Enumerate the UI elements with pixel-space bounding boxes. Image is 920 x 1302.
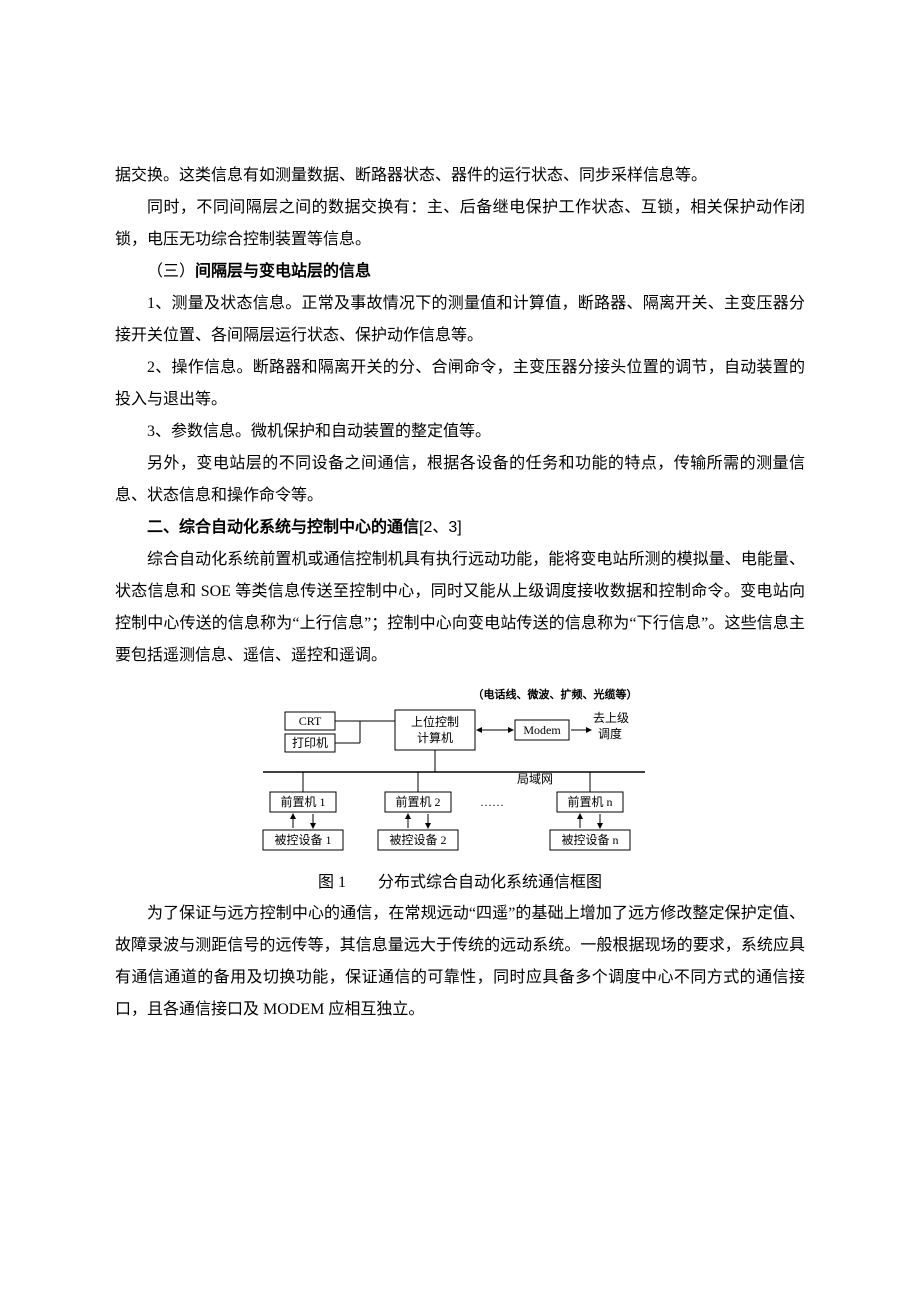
svg-text:被控设备 n: 被控设备 n bbox=[561, 833, 618, 847]
svg-text:（电话线、微波、扩频、光缆等）: （电话线、微波、扩频、光缆等） bbox=[473, 687, 638, 701]
paragraph: 综合自动化系统前置机或通信控制机具有执行远动功能，能将变电站所测的模拟量、电能量… bbox=[115, 544, 805, 672]
svg-text:被控设备 1: 被控设备 1 bbox=[274, 833, 331, 847]
heading-reference: [2、3] bbox=[419, 519, 462, 536]
figure: （电话线、微波、扩频、光缆等） CRT 打印机 上位控制计算机 Modem 前置机 1 前置… bbox=[115, 680, 805, 860]
section-heading: （三）间隔层与变电站层的信息 bbox=[115, 256, 805, 288]
paragraph: 为了保证与远方控制中心的通信，在常规远动“四遥”的基础上增加了远方修改整定保护定… bbox=[115, 898, 805, 1026]
document-page: 据交换。这类信息有如测量数据、断路器状态、器件的运行状态、同步采样信息等。 同时… bbox=[0, 0, 920, 1302]
svg-text:前置机 2: 前置机 2 bbox=[395, 794, 440, 809]
list-item: 3、参数信息。微机保护和自动装置的整定值等。 bbox=[115, 416, 805, 448]
svg-text:去上级: 去上级 bbox=[593, 711, 629, 725]
svg-text:CRT: CRT bbox=[299, 714, 322, 728]
list-item: 2、操作信息。断路器和隔离开关的分、合闸命令，主变压器分接头位置的调节，自动装置… bbox=[115, 352, 805, 416]
svg-text:计算机: 计算机 bbox=[417, 730, 453, 745]
heading-text: 间隔层与变电站层的信息 bbox=[195, 263, 371, 280]
svg-text:……: …… bbox=[480, 795, 504, 809]
paragraph: 另外，变电站层的不同设备之间通信，根据各设备的任务和功能的特点，传输所需的测量信… bbox=[115, 448, 805, 512]
svg-text:前置机 n: 前置机 n bbox=[567, 794, 612, 809]
figure-caption: 图 1 分布式综合自动化系统通信框图 bbox=[115, 868, 805, 892]
svg-text:上位控制: 上位控制 bbox=[411, 714, 459, 729]
paragraph: 同时，不同间隔层之间的数据交换有：主、后备继电保护工作状态、互锁，相关保护动作闭… bbox=[115, 192, 805, 256]
svg-text:被控设备 2: 被控设备 2 bbox=[389, 833, 446, 847]
paragraph: 据交换。这类信息有如测量数据、断路器状态、器件的运行状态、同步采样信息等。 bbox=[115, 160, 805, 192]
list-item: 1、测量及状态信息。正常及事故情况下的测量值和计算值，断路器、隔离开关、主变压器… bbox=[115, 288, 805, 352]
svg-text:调度: 调度 bbox=[598, 726, 622, 741]
svg-text:打印机: 打印机 bbox=[292, 736, 328, 750]
heading-prefix: （三） bbox=[147, 263, 195, 280]
svg-text:Modem: Modem bbox=[523, 723, 561, 737]
svg-text:局域网: 局域网 bbox=[517, 772, 553, 786]
svg-text:前置机 1: 前置机 1 bbox=[280, 794, 325, 809]
system-diagram: （电话线、微波、扩频、光缆等） CRT 打印机 上位控制计算机 Modem 前置机 1 前置… bbox=[245, 680, 675, 855]
section-heading: 二、综合自动化系统与控制中心的通信[2、3] bbox=[115, 512, 805, 544]
heading-text: 二、综合自动化系统与控制中心的通信 bbox=[147, 519, 419, 536]
